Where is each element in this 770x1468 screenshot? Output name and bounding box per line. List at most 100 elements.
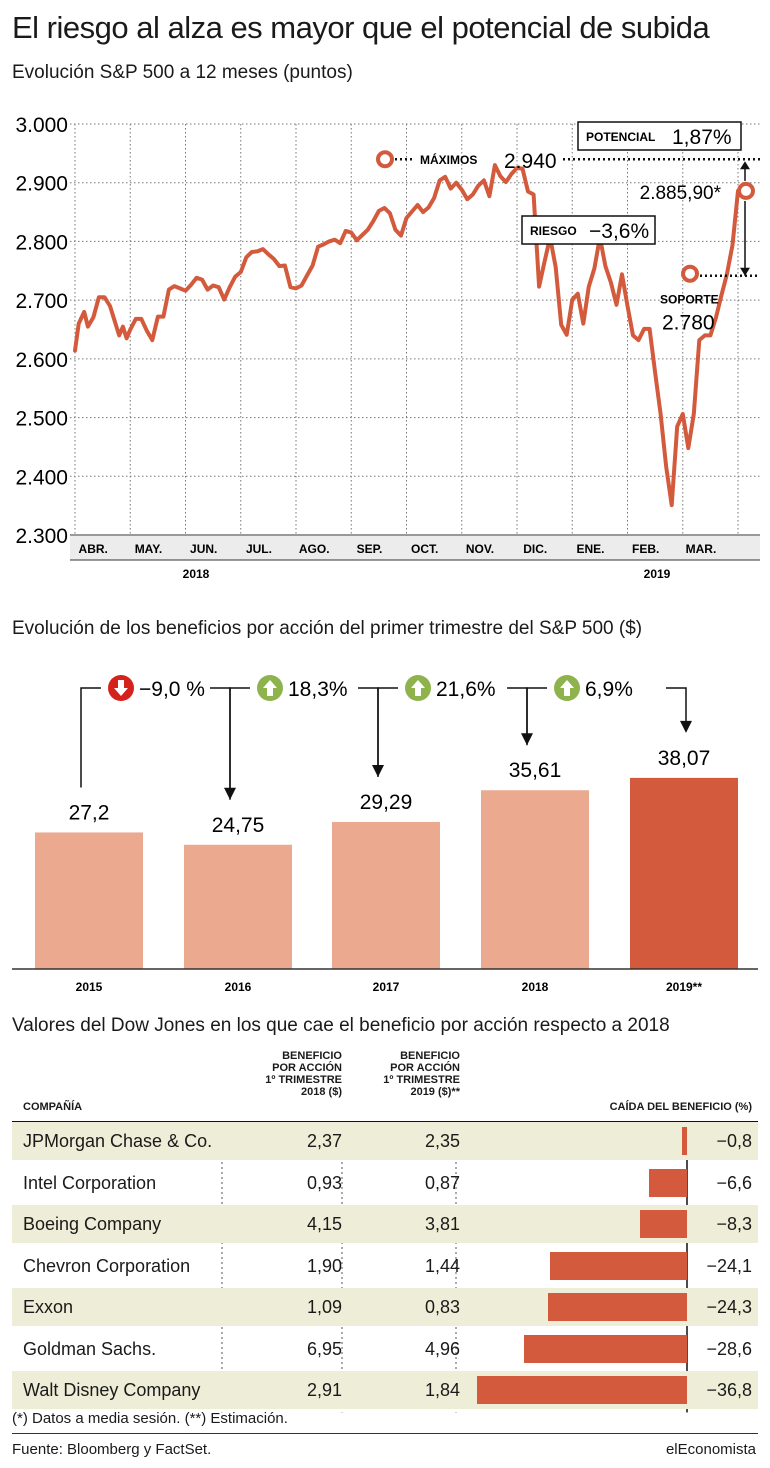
x-month-label: JUN.: [190, 542, 217, 556]
arrow-glyph: [411, 680, 425, 696]
source: Fuente: Bloomberg y FactSet.: [12, 1441, 212, 1458]
y-tick-label: 2.300: [15, 525, 68, 548]
bar-category-label: 2016: [225, 980, 252, 994]
maximos-label: MÁXIMOS: [420, 152, 477, 167]
y-tick-label: 3.000: [15, 114, 68, 137]
eps-2018-cell: 6,95: [306, 1338, 342, 1359]
riesgo-value: −3,6%: [589, 220, 649, 243]
change-connector-end: [507, 687, 528, 740]
eps-2019-cell: 0,87: [424, 1172, 460, 1193]
company-cell: Walt Disney Company: [23, 1380, 201, 1400]
x-axis-band: [70, 536, 760, 560]
drop-bar: [682, 1127, 687, 1155]
drop-value-cell: −8,3: [716, 1214, 752, 1234]
potencial-value: 1,87%: [672, 126, 732, 149]
company-cell: Chevron Corporation: [23, 1255, 191, 1276]
table-row: Goldman Sachs. 6,95 4,96 −28,6: [12, 1330, 758, 1368]
potencial-label: POTENCIAL: [586, 130, 655, 144]
x-year-label: 2019: [644, 567, 671, 581]
brand-logo: elEconomista: [665, 1441, 756, 1458]
bar-category-label: 2015: [76, 980, 103, 994]
x-month-label: ABR.: [79, 542, 108, 556]
arrow-glyph: [114, 680, 128, 696]
bar-category-label: 2017: [373, 980, 400, 994]
x-month-label: NOV.: [466, 542, 494, 556]
table-row: JPMorgan Chase & Co. 2,37 2,35 −0,8: [12, 1122, 758, 1160]
eps-2019-cell: 0,83: [424, 1297, 460, 1317]
bar-value-label: 35,61: [509, 759, 562, 782]
eps-2019-cell: 1,84: [424, 1380, 460, 1400]
change-arrow-head: [680, 720, 692, 733]
eps-2018-cell: 4,15: [306, 1214, 342, 1234]
y-tick-label: 2.500: [15, 408, 68, 431]
company-cell: Boeing Company: [23, 1214, 162, 1234]
x-month-label: FEB.: [632, 542, 659, 556]
change-connector-start: [229, 687, 250, 800]
bar: [481, 790, 589, 969]
eps-2019-cell: 2,35: [424, 1131, 460, 1151]
bar-value-label: 38,07: [658, 747, 711, 770]
maximos-value: 2.940: [504, 150, 557, 173]
drop-value-cell: −24,1: [706, 1255, 752, 1276]
line-chart-subtitle: Evolución S&P 500 a 12 meses (puntos): [12, 62, 353, 83]
arrow-glyph: [263, 680, 277, 696]
eps-table: COMPAÑÍA BENEFICIO POR ACCIÓN 1º TRIMESTRE…: [12, 1050, 758, 1413]
eps-2019-cell: 3,81: [424, 1214, 460, 1234]
table-row: Boeing Company 4,15 3,81 −8,3: [12, 1205, 758, 1243]
drop-bar: [549, 1251, 687, 1280]
drop-bar: [477, 1376, 687, 1404]
eps-2018-cell: 2,91: [306, 1380, 342, 1400]
drop-bar: [639, 1210, 687, 1238]
marker-maximos: [376, 150, 394, 169]
x-month-label: SEP.: [357, 542, 383, 556]
bar-chart: 27,2 2015 24,75 2016 29,29 2017 35,61 2018 38,07…: [12, 675, 758, 994]
change-label: 18,3%: [288, 678, 348, 701]
change-connector-start: [526, 687, 547, 746]
arrow-glyph: [560, 680, 574, 696]
x-month-label: MAY.: [135, 542, 163, 556]
company-cell: Intel Corporation: [23, 1172, 157, 1193]
last-value: 2.885,90*: [640, 183, 722, 204]
change-connector-start: [377, 687, 398, 777]
x-month-label: MAR.: [686, 542, 717, 556]
change-connector-end: [210, 687, 231, 794]
drop-value-cell: −24,3: [706, 1297, 752, 1317]
y-tick-label: 2.900: [15, 173, 68, 196]
bar-value-label: 27,2: [69, 801, 110, 824]
riesgo-box: [521, 215, 656, 245]
drop-bar: [523, 1334, 687, 1363]
x-year-label: 2018: [183, 567, 210, 581]
eps-2018-cell: 1,90: [306, 1255, 342, 1276]
table-row: Intel Corporation 0,93 0,87 −6,6: [12, 1164, 758, 1202]
change-connector-end: [666, 687, 687, 727]
line-chart: 3.000 2.900 2.800 2.700 2.600 2.500 2.400 2.300…: [15, 114, 760, 581]
drop-value-cell: −36,8: [706, 1380, 752, 1400]
soporte-value: 2.780: [662, 312, 715, 335]
drop-value-cell: −28,6: [706, 1338, 752, 1359]
drop-value-cell: −0,8: [716, 1131, 752, 1151]
table-row: Chevron Corporation 1,90 1,44 −24,1: [12, 1247, 758, 1285]
y-tick-label: 2.600: [15, 349, 68, 372]
table-row: Walt Disney Company 2,91 1,84 −36,8: [12, 1371, 758, 1409]
header-eps-2019: BENEFICIO POR ACCIÓN 1º TRIMESTRE 2019 ($)*…: [383, 1050, 460, 1098]
company-cell: Exxon: [23, 1297, 74, 1317]
change-connector-start: [80, 687, 101, 788]
y-tick-label: 2.800: [15, 231, 68, 254]
riesgo-arrow-head: [740, 267, 750, 276]
change-label: −9,0 %: [139, 678, 205, 701]
header-company: COMPAÑÍA: [23, 1101, 83, 1113]
bar-value-label: 29,29: [360, 791, 413, 814]
eps-2018-cell: 2,37: [306, 1131, 342, 1151]
page-title: El riesgo al alza es mayor que el potenc…: [12, 10, 710, 45]
y-tick-label: 2.700: [15, 290, 68, 313]
soporte-label: SOPORTE: [660, 293, 719, 307]
table-row: Exxon 1,09 0,83 −24,3: [12, 1288, 758, 1326]
drop-bar: [649, 1168, 687, 1197]
bar: [630, 777, 738, 969]
x-month-label: JUL.: [246, 542, 272, 556]
eps-2019-cell: 4,96: [424, 1338, 460, 1359]
drop-value-cell: −6,6: [716, 1172, 752, 1193]
footer-rule: [12, 1433, 758, 1434]
footnote: (*) Datos a media sesión. (**) Estimació…: [12, 1410, 288, 1427]
bar-category-label: 2019**: [666, 980, 702, 994]
